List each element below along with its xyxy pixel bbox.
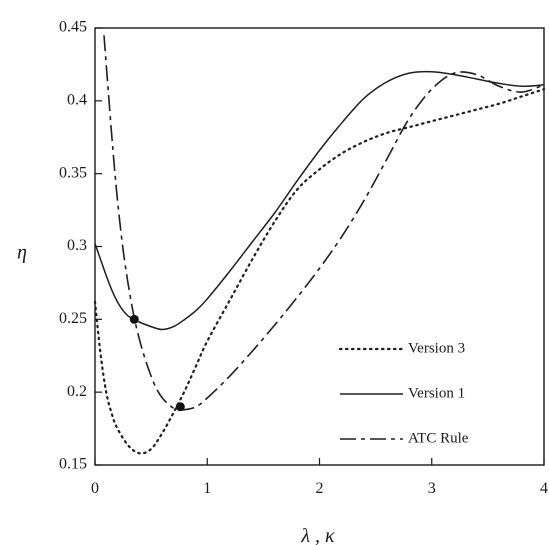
y-tick-label: 0.3 xyxy=(67,237,87,254)
plot-frame xyxy=(94,27,545,466)
y-tick-label: 0.4 xyxy=(67,92,87,109)
x-tick-label: 2 xyxy=(316,480,324,497)
data-point-marker xyxy=(129,314,139,324)
series-line-version-3 xyxy=(93,88,546,455)
legend-label-atc-rule: ATC Rule xyxy=(408,430,469,446)
legend-label-version-3: Version 3 xyxy=(408,340,465,356)
series-line-atc-rule xyxy=(103,35,545,411)
y-tick-label: 0.15 xyxy=(59,456,87,473)
y-axis: 0.15 0.2 0.25 0.3 0.35 0.4 0.45 xyxy=(59,19,102,473)
legend: Version 3 Version 1 ATC Rule xyxy=(338,340,469,446)
marker-layer xyxy=(129,314,185,412)
y-tick-label: 0.45 xyxy=(59,19,87,36)
x-tick-label: 0 xyxy=(91,480,99,497)
x-tick-label: 4 xyxy=(540,480,548,497)
legend-label-version-1: Version 1 xyxy=(408,385,465,401)
y-tick-label: 0.2 xyxy=(67,383,87,400)
x-axis-label: λ , κ xyxy=(300,525,335,545)
data-point-marker xyxy=(175,402,185,412)
x-axis: 0 1 2 3 4 xyxy=(91,458,548,497)
x-tick-label: 1 xyxy=(203,480,211,497)
y-axis-label: η xyxy=(17,242,27,264)
series-layer xyxy=(93,35,546,455)
series-line-version-1 xyxy=(94,70,545,331)
y-tick-label: 0.35 xyxy=(59,164,87,181)
y-tick-label: 0.25 xyxy=(59,310,87,327)
x-tick-label: 3 xyxy=(428,480,436,497)
